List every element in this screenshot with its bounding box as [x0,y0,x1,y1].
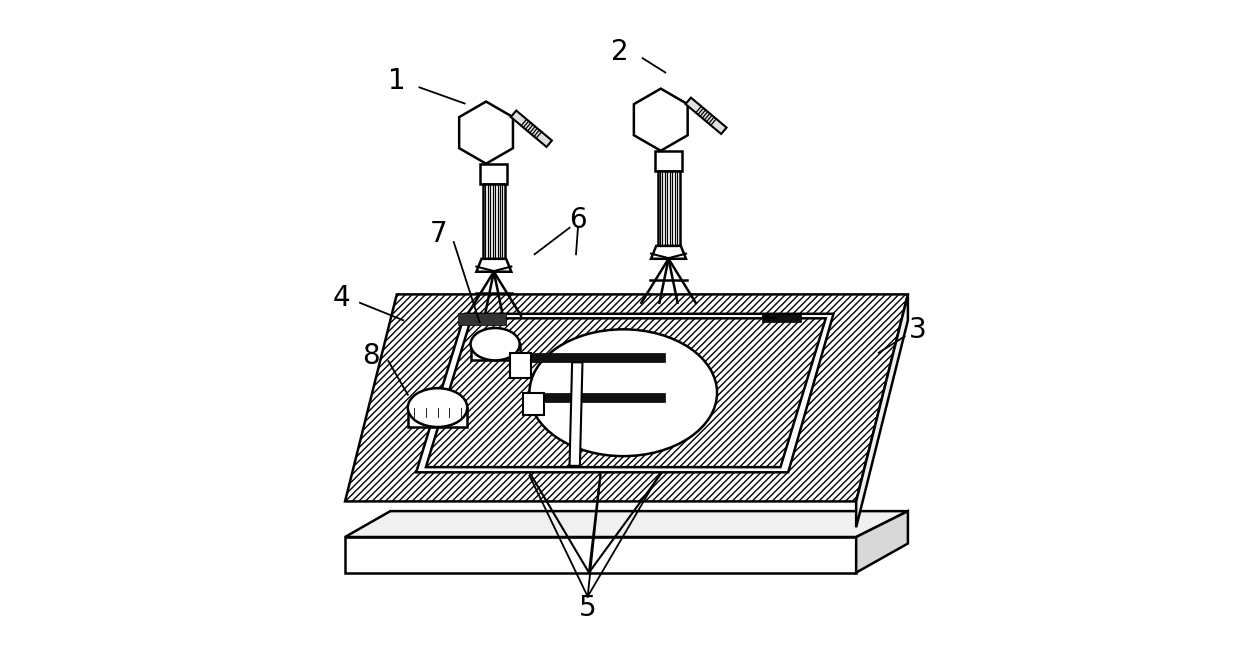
Polygon shape [476,259,511,272]
Polygon shape [856,294,908,527]
Polygon shape [459,313,506,325]
Polygon shape [470,344,520,360]
Text: 5: 5 [579,594,596,622]
Polygon shape [856,511,908,573]
Polygon shape [634,89,688,151]
Polygon shape [459,102,513,164]
Polygon shape [511,111,552,147]
Polygon shape [417,314,833,472]
Polygon shape [345,511,908,537]
Polygon shape [345,294,908,501]
Polygon shape [510,353,531,378]
Polygon shape [763,314,801,322]
Polygon shape [523,393,543,415]
Ellipse shape [408,388,467,427]
Text: 8: 8 [362,342,379,370]
Polygon shape [651,246,686,259]
Polygon shape [655,151,682,171]
Polygon shape [657,171,680,246]
Polygon shape [686,98,727,134]
Ellipse shape [529,329,717,456]
Polygon shape [408,408,467,427]
Polygon shape [482,184,505,259]
Text: 1: 1 [388,67,405,95]
Text: 4: 4 [334,283,351,312]
Polygon shape [510,353,666,362]
Ellipse shape [470,328,520,360]
Polygon shape [345,537,856,573]
Text: 6: 6 [569,206,587,234]
Text: 2: 2 [611,38,629,66]
Text: 3: 3 [909,316,926,344]
Polygon shape [480,164,507,184]
Polygon shape [425,318,826,467]
Polygon shape [569,362,583,466]
Polygon shape [523,393,666,402]
Text: 7: 7 [430,220,448,248]
